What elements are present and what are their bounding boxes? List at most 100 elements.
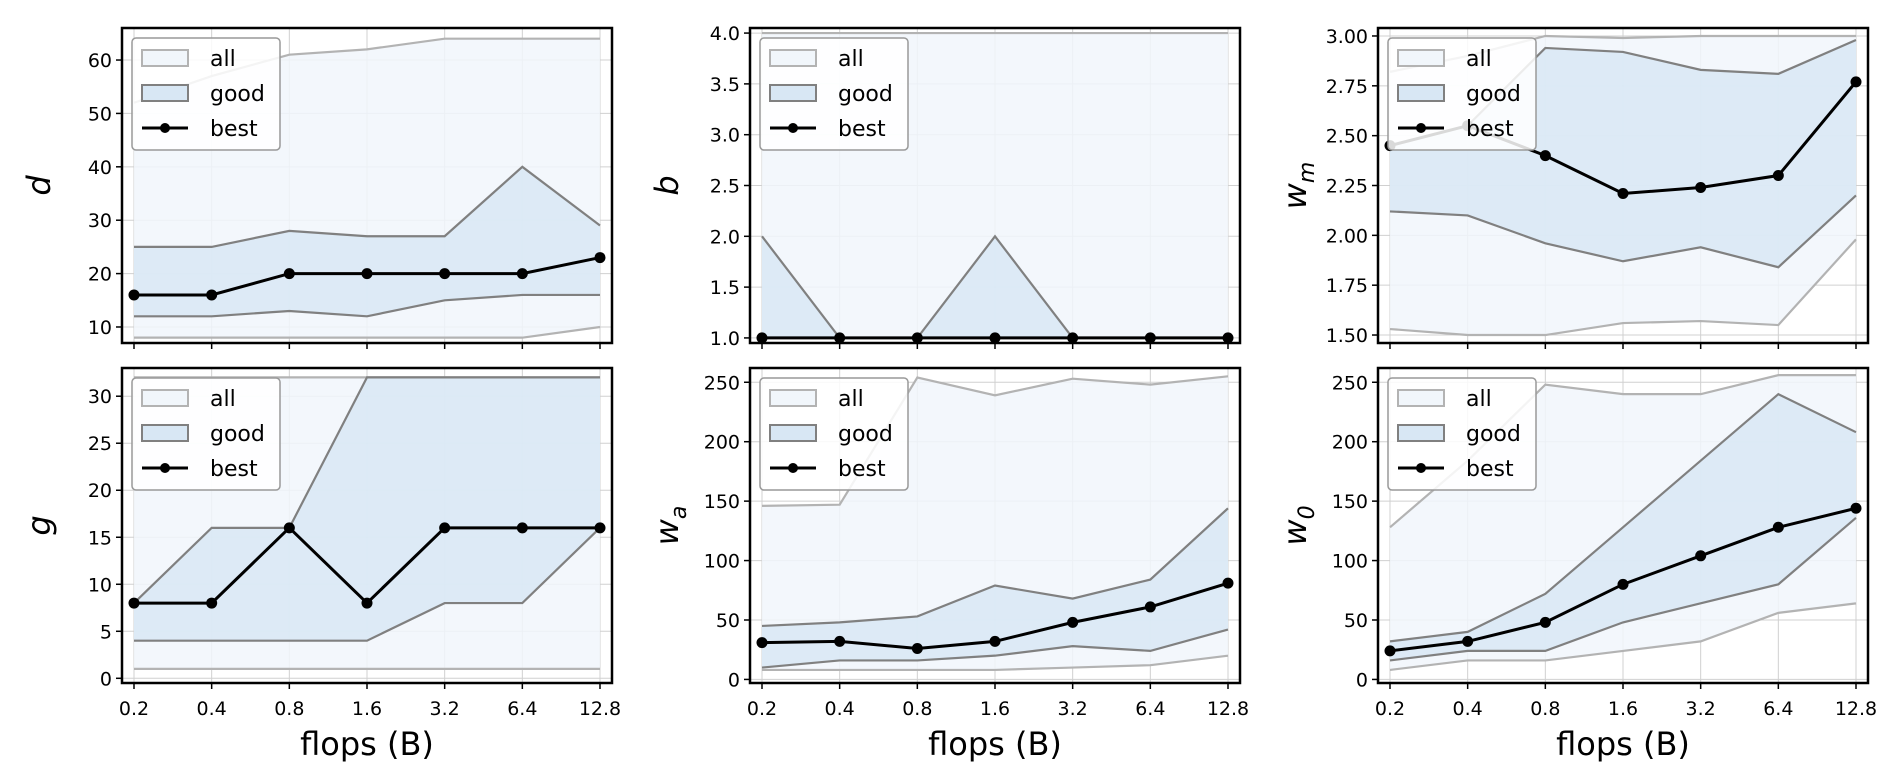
- chart-panel-1: 10 20 30 40 50 60 d all good best: [20, 26, 614, 349]
- y-tick-label: 25: [88, 433, 112, 455]
- best-point: [1695, 181, 1707, 193]
- legend-good-swatch: [141, 84, 189, 102]
- y-tick-label: 30: [88, 386, 112, 408]
- x-tick-label: 0.4: [197, 698, 227, 720]
- legend-all-swatch: [769, 49, 817, 67]
- good-max-line: [133, 376, 600, 604]
- legend-good-label: good: [210, 422, 265, 447]
- x-tick-label: 12.8: [579, 698, 621, 720]
- best-point: [1222, 577, 1234, 589]
- legend-good-label: good: [1466, 82, 1521, 107]
- legend-good-swatch: [141, 424, 189, 442]
- y-tick-label: 1.50: [1326, 325, 1368, 347]
- best-point: [1850, 502, 1862, 514]
- legend-all-label: all: [838, 387, 864, 412]
- x-tick-label: 0.8: [1530, 698, 1560, 720]
- y-axis-label: b: [648, 175, 686, 195]
- y-tick-label: 3.0: [710, 125, 740, 147]
- best-point: [756, 637, 768, 649]
- y-axis-label-subscript: m: [1295, 162, 1320, 183]
- y-tick-label: 15: [88, 527, 112, 549]
- legend-good-label: good: [210, 82, 265, 107]
- legend: all good best: [1387, 37, 1537, 151]
- best-point: [594, 522, 606, 534]
- y-tick-label: 1.5: [710, 277, 740, 299]
- chart-panel-3: 1.50 1.75 2.00 2.25 2.50 2.75 3.00 wm all good bes…: [1276, 26, 1870, 349]
- good-band: [762, 236, 1228, 338]
- best-point: [1222, 332, 1234, 344]
- best-point: [1144, 332, 1156, 344]
- good-band: [134, 377, 600, 641]
- legend-all-label: all: [1466, 47, 1492, 72]
- y-tick-label: 150: [1332, 491, 1368, 513]
- all-max-line: [761, 375, 1229, 507]
- y-axis-label-base: w: [648, 518, 686, 545]
- legend-good-swatch: [1397, 424, 1445, 442]
- x-tick-label: 3.2: [1058, 698, 1088, 720]
- y-tick-label: 3.5: [710, 74, 740, 96]
- best-point: [1539, 616, 1551, 628]
- best-point: [1067, 616, 1079, 628]
- legend-all-swatch: [1397, 49, 1445, 67]
- legend-best-marker: [1416, 123, 1426, 133]
- y-axis-label-subscript: a: [667, 506, 692, 519]
- legend-best-label: best: [838, 457, 886, 482]
- good-max-line: [1389, 392, 1857, 643]
- y-tick-label: 100: [1332, 551, 1368, 573]
- all-min-line: [1389, 602, 1857, 672]
- x-tick-label: 12.8: [1835, 698, 1877, 720]
- legend-best-label: best: [1466, 457, 1514, 482]
- good-max-line: [761, 507, 1229, 628]
- legend-good-swatch: [769, 424, 817, 442]
- legend-good-swatch: [769, 84, 817, 102]
- best-point: [128, 289, 140, 301]
- best-point: [283, 268, 295, 280]
- legend-all-label: all: [210, 387, 236, 412]
- good-max-line: [134, 165, 601, 248]
- y-tick-label: 2.0: [710, 226, 740, 248]
- legend-best-marker: [788, 123, 798, 133]
- all-min-line: [762, 654, 1229, 672]
- y-tick-label: 1.75: [1326, 275, 1368, 297]
- y-tick-label: 2.00: [1326, 225, 1368, 247]
- y-tick-label: 5: [100, 621, 112, 643]
- best-point: [361, 597, 373, 609]
- y-tick-label: 250: [704, 372, 740, 394]
- y-tick-label: 2.50: [1326, 126, 1368, 148]
- x-tick-label: 0.8: [902, 698, 932, 720]
- x-tick-label: 0.4: [825, 698, 855, 720]
- y-tick-label: 50: [1344, 610, 1368, 632]
- legend-best-label: best: [210, 117, 258, 142]
- legend-best-label: best: [210, 457, 258, 482]
- best-point: [283, 522, 295, 534]
- best-point: [361, 268, 373, 280]
- x-tick-label: 0.2: [1375, 698, 1405, 720]
- y-tick-label: 2.5: [710, 176, 740, 198]
- best-point: [1384, 645, 1396, 657]
- x-tick-label: 12.8: [1207, 698, 1249, 720]
- y-tick-label: 20: [88, 264, 112, 286]
- best-point: [989, 635, 1001, 647]
- best-point: [1850, 76, 1862, 88]
- best-point: [756, 332, 768, 344]
- chart-panel-6: 0 50 100 150 200 250 0.2 0.4 0.8 1.6 3.2 6.4 12.8 flo…: [1276, 366, 1877, 763]
- legend-good-swatch: [1397, 84, 1445, 102]
- legend: all good best: [131, 377, 281, 491]
- best-point: [1067, 332, 1079, 344]
- best-point: [1772, 170, 1784, 182]
- y-tick-label: 200: [1332, 432, 1368, 454]
- best-point: [439, 522, 451, 534]
- legend-good-label: good: [1466, 422, 1521, 447]
- x-tick-label: 3.2: [430, 698, 460, 720]
- y-tick-label: 150: [704, 491, 740, 513]
- legend-good-label: good: [838, 82, 893, 107]
- best-point: [1462, 635, 1474, 647]
- best-point: [911, 332, 923, 344]
- all-min-line: [1389, 238, 1857, 337]
- x-tick-label: 0.4: [1453, 698, 1483, 720]
- good-band: [762, 508, 1228, 668]
- x-tick-label: 1.6: [352, 698, 382, 720]
- chart-panel-4: 0 5 10 15 20 25 30 0.2 0.4 0.8 1.6 3.2 6.4 12.8 flops …: [20, 366, 621, 763]
- good-min-line: [134, 527, 601, 642]
